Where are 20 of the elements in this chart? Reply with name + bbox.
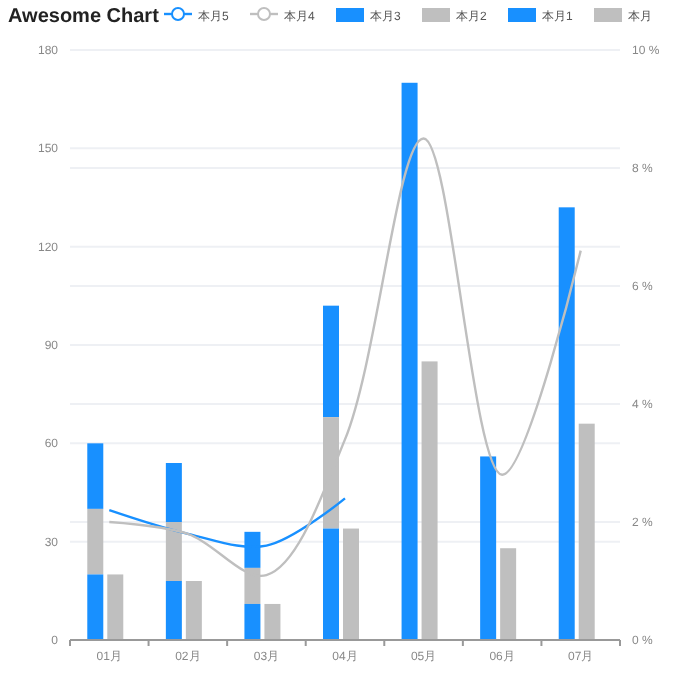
bar — [578, 423, 595, 640]
bar — [107, 574, 124, 640]
bar — [421, 361, 438, 640]
bar — [165, 581, 182, 640]
bar — [343, 528, 359, 640]
bar — [558, 207, 575, 640]
bar — [323, 528, 339, 640]
bar — [87, 508, 104, 575]
bar — [500, 548, 517, 640]
bar — [87, 443, 104, 509]
bar — [323, 305, 339, 418]
bar — [480, 456, 497, 640]
bar — [323, 417, 339, 529]
bar — [244, 603, 261, 640]
bar — [165, 463, 182, 522]
bar — [264, 603, 281, 640]
bar — [185, 581, 202, 640]
chart-title: Awesome Chart — [8, 6, 161, 28]
bar — [87, 574, 104, 640]
bar — [401, 82, 418, 640]
